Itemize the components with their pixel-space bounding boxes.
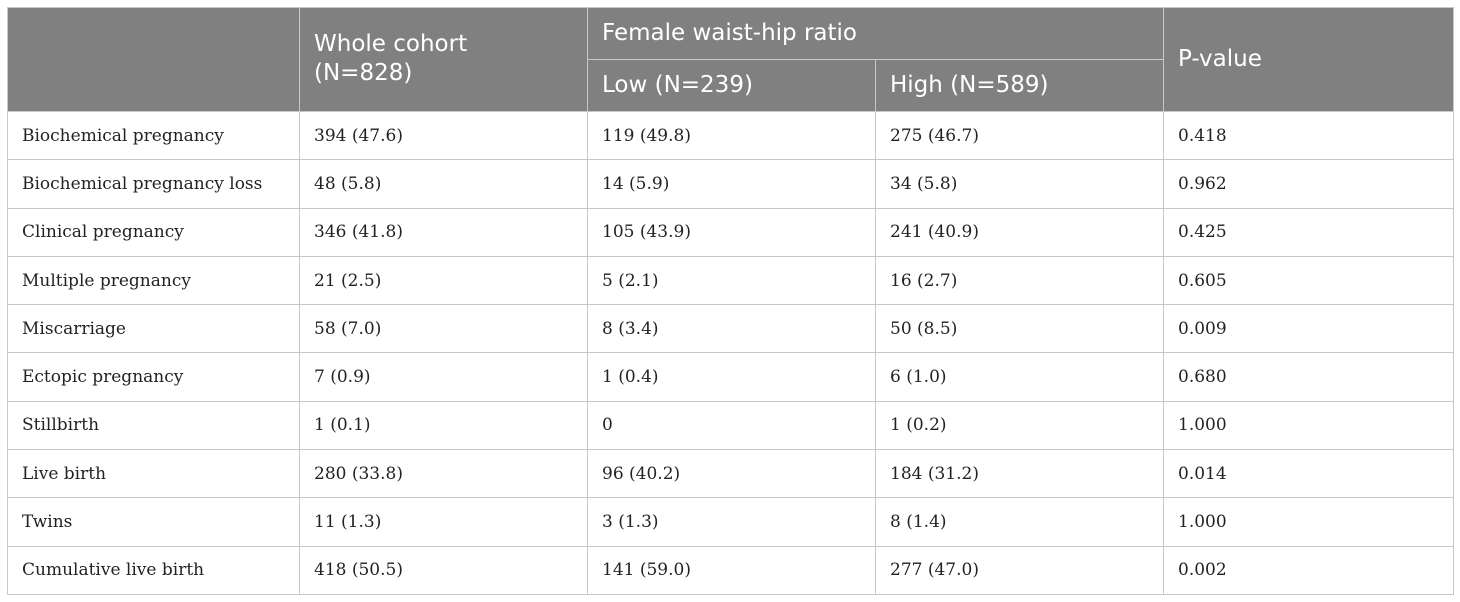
- cell-p-value: 0.425: [1163, 207, 1455, 257]
- cell-low: 3 (1.3): [587, 497, 876, 547]
- cell-low: 119 (49.8): [587, 110, 876, 161]
- header-whole-cohort-line1: Whole cohort: [314, 30, 468, 57]
- cell-p-value: 1.000: [1163, 400, 1455, 451]
- cell-p-value: 1.000: [1163, 497, 1455, 547]
- cell-high: 275 (46.7): [874, 110, 1165, 161]
- cell-outcome: Biochemical pregnancy loss: [7, 159, 300, 209]
- table-row: Multiple pregnancy 21 (2.5) 5 (2.1) 16 (2.7…: [7, 255, 1455, 306]
- cell-high: 1 (0.2): [874, 400, 1165, 451]
- table-row: Miscarriage 58 (7.0) 8 (3.4) 50 (8.5) 0.009: [7, 304, 1455, 354]
- header-row-top: Whole cohort (N=828) Female waist-hip ra…: [7, 7, 1455, 112]
- cell-outcome: Live birth: [7, 449, 300, 499]
- table-row: Cumulative live birth 418 (50.5) 141 (59.0…: [7, 545, 1455, 595]
- header-high: High (N=589): [874, 59, 1165, 112]
- cell-outcome: Multiple pregnancy: [7, 255, 300, 306]
- cell-low: 141 (59.0): [587, 545, 876, 595]
- cell-outcome: Cumulative live birth: [7, 545, 300, 595]
- cell-low: 1 (0.4): [587, 352, 876, 402]
- results-table: Whole cohort (N=828) Female waist-hip ra…: [7, 7, 1455, 595]
- cell-high: 241 (40.9): [874, 207, 1165, 257]
- cell-whole-cohort: 58 (7.0): [299, 304, 588, 354]
- cell-low: 8 (3.4): [587, 304, 876, 354]
- table-body: Biochemical pregnancy 394 (47.6) 119 (49.8…: [7, 110, 1455, 595]
- cell-low: 96 (40.2): [587, 449, 876, 499]
- table-row: Biochemical pregnancy 394 (47.6) 119 (49.8…: [7, 110, 1455, 161]
- table-header: Whole cohort (N=828) Female waist-hip ra…: [7, 7, 1455, 112]
- cell-high: 34 (5.8): [874, 159, 1165, 209]
- table-row: Stillbirth 1 (0.1) 0 1 (0.2) 1.000: [7, 400, 1455, 451]
- cell-p-value: 0.605: [1163, 255, 1455, 306]
- cell-p-value: 0.002: [1163, 545, 1455, 595]
- table-row: Biochemical pregnancy loss 48 (5.8) 14 (5.…: [7, 159, 1455, 209]
- cell-outcome: Miscarriage: [7, 304, 300, 354]
- header-low: Low (N=239): [587, 59, 876, 112]
- header-whole-cohort-line2: (N=828): [314, 59, 413, 86]
- cell-whole-cohort: 394 (47.6): [299, 110, 588, 161]
- cell-low: 14 (5.9): [587, 159, 876, 209]
- cell-high: 50 (8.5): [874, 304, 1165, 354]
- header-whole-cohort: Whole cohort (N=828): [299, 7, 588, 112]
- table-row: Ectopic pregnancy 7 (0.9) 1 (0.4) 6 (1.0) 0.…: [7, 352, 1455, 402]
- cell-p-value: 0.418: [1163, 110, 1455, 161]
- cell-outcome: Twins: [7, 497, 300, 547]
- cell-low: 5 (2.1): [587, 255, 876, 306]
- header-blank-cell: [7, 7, 300, 112]
- header-p-value: P-value: [1163, 7, 1455, 112]
- cell-p-value: 0.680: [1163, 352, 1455, 402]
- table-row: Live birth 280 (33.8) 96 (40.2) 184 (31.2) 0…: [7, 449, 1455, 499]
- header-group-waist-hip-ratio: Female waist-hip ratio: [586, 7, 1165, 60]
- cell-whole-cohort: 11 (1.3): [299, 497, 588, 547]
- cell-outcome: Clinical pregnancy: [7, 207, 300, 257]
- cell-high: 8 (1.4): [874, 497, 1165, 547]
- cell-whole-cohort: 280 (33.8): [299, 449, 588, 499]
- cell-whole-cohort: 7 (0.9): [299, 352, 588, 402]
- cell-high: 277 (47.0): [874, 545, 1165, 595]
- cell-outcome: Biochemical pregnancy: [7, 110, 300, 161]
- header-row-bottom: Low (N=239) High (N=589): [8, 59, 1454, 112]
- cell-p-value: 0.009: [1163, 304, 1455, 354]
- table-row: Clinical pregnancy 346 (41.8) 105 (43.9) 24…: [7, 207, 1455, 257]
- cell-whole-cohort: 1 (0.1): [299, 400, 588, 451]
- cell-whole-cohort: 346 (41.8): [299, 207, 588, 257]
- cell-low: 105 (43.9): [587, 207, 876, 257]
- cell-whole-cohort: 48 (5.8): [299, 159, 588, 209]
- cell-whole-cohort: 418 (50.5): [299, 545, 588, 595]
- cell-outcome: Stillbirth: [7, 400, 300, 451]
- cell-high: 16 (2.7): [874, 255, 1165, 306]
- cell-outcome: Ectopic pregnancy: [7, 352, 300, 402]
- cell-p-value: 0.962: [1163, 159, 1455, 209]
- cell-high: 6 (1.0): [874, 352, 1165, 402]
- cell-high: 184 (31.2): [874, 449, 1165, 499]
- cell-p-value: 0.014: [1163, 449, 1455, 499]
- cell-whole-cohort: 21 (2.5): [299, 255, 588, 306]
- table-row: Twins 11 (1.3) 3 (1.3) 8 (1.4) 1.000: [7, 497, 1455, 547]
- cell-low: 0: [587, 400, 876, 451]
